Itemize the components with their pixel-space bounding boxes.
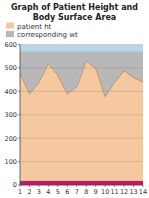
legend-label: corresponding wt [17,31,78,39]
grid-line [20,138,143,139]
x-tick [114,185,115,187]
grid-line [20,161,143,162]
x-tick-label: 11 [110,188,118,196]
x-tick-label: 5 [56,188,60,196]
x-tick [29,185,30,187]
x-tick-label: 3 [37,188,41,196]
x-tick [38,185,39,187]
x-tick-label: 8 [84,188,88,196]
plot-background [20,45,143,186]
x-tick-label: 2 [27,188,31,196]
legend: patient htcorresponding wt [6,23,78,40]
y-tick-label: 100 [5,158,17,166]
y-tick-label: 300 [5,111,17,119]
x-tick [124,185,125,187]
y-tick [18,114,20,115]
y-tick [18,138,20,139]
legend-swatch [6,23,14,29]
y-tick-label: 500 [5,64,17,72]
plot-area [20,52,143,185]
x-tick [105,185,106,187]
x-tick [57,185,58,187]
x-tick [48,185,49,187]
y-tick-label: 200 [5,135,17,143]
legend-swatch [6,31,14,37]
x-tick-label: 10 [101,188,109,196]
grid-line [20,114,143,115]
x-tick [20,185,21,187]
x-tick [95,185,96,187]
x-tick-label: 6 [65,188,69,196]
x-tick [143,185,144,187]
x-axis [20,185,143,186]
x-tick [133,185,134,187]
y-tick [18,44,20,45]
x-tick-label: 7 [75,188,79,196]
y-tick-label: 600 [5,41,17,49]
grid-line [20,44,143,45]
x-tick-label: 4 [46,188,50,196]
grid-line [20,91,143,92]
y-tick [18,67,20,68]
x-tick-label: 14 [139,188,147,196]
y-tick [18,161,20,162]
x-tick [86,185,87,187]
legend-label: patient ht [17,23,52,31]
y-tick-label: 400 [5,88,17,96]
x-tick-label: 12 [120,188,128,196]
area [20,181,143,185]
chart: Graph of Patient Height andBody Surface … [0,0,149,198]
y-tick [18,91,20,92]
x-tick-label: 13 [129,188,137,196]
x-tick-label: 1 [18,188,22,196]
x-tick-label: 9 [94,188,98,196]
grid-line [20,185,143,186]
x-tick [67,185,68,187]
title: Graph of Patient Height andBody Surface … [11,3,138,22]
grid-line [20,67,143,68]
y-tick-label: 0 [13,181,17,189]
x-tick [76,185,77,187]
area [20,52,143,96]
